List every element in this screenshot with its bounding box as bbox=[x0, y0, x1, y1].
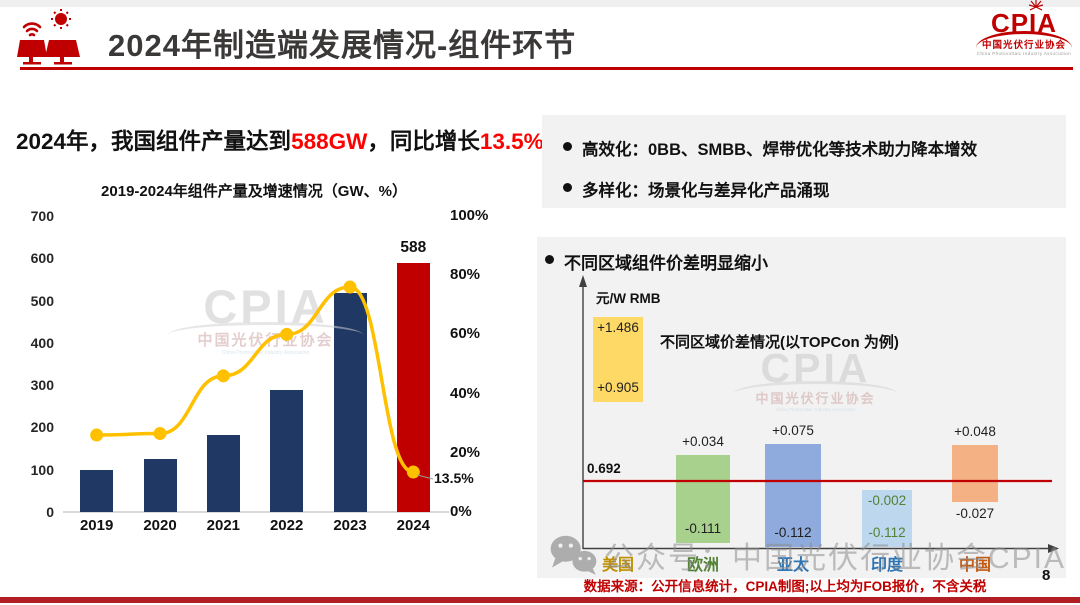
region-label-欧洲: 欧洲 bbox=[686, 557, 719, 574]
bullet-dot bbox=[563, 183, 572, 192]
headline-growth: 13.5% bbox=[479, 129, 544, 154]
title-underline bbox=[20, 67, 1073, 70]
axis-tick-left: 700 bbox=[30, 208, 54, 224]
bullet-item-2: 多样化：场景化与差异化产品涌现 bbox=[563, 177, 830, 201]
price-low-label-印度: -0.112 bbox=[868, 525, 906, 540]
bar-2022 bbox=[270, 389, 304, 512]
axis-tick-left: 0 bbox=[46, 504, 54, 520]
bullet-item-1: 高效化：0BB、SMBB、焊带优化等技术助力降本增效 bbox=[563, 136, 977, 160]
price-section-title: 不同区域组件价差明显缩小 bbox=[564, 254, 768, 273]
growth-marker-2021 bbox=[216, 369, 230, 383]
growth-marker-2020 bbox=[153, 427, 167, 441]
axis-tick-right: 20% bbox=[450, 443, 481, 461]
cpia-logo-cn: 中国光伏行业协会 bbox=[981, 40, 1066, 51]
price-low-label-美国: +0.905 bbox=[597, 380, 639, 395]
cpia-logo-en: China Photovoltaic Industry Association bbox=[976, 51, 1072, 56]
region-label-中国: 中国 bbox=[958, 557, 991, 574]
price-bar-亚太 bbox=[765, 444, 821, 547]
price-low-label-欧洲: -0.111 bbox=[684, 521, 722, 536]
axis-tick-left: 500 bbox=[30, 292, 54, 309]
headline: 2024年，我国组件产量达到588GW，同比增长13.5% bbox=[16, 124, 544, 156]
category-label-2023: 2023 bbox=[333, 517, 367, 534]
price-high-label-亚太: +0.075 bbox=[772, 423, 814, 438]
axis-tick-left: 600 bbox=[30, 250, 54, 267]
bullet-text-2: 多样化：场景化与差异化产品涌现 bbox=[582, 182, 830, 200]
growth-value-label-2024: 13.5% bbox=[434, 470, 474, 486]
x-axis-baseline bbox=[63, 511, 449, 513]
price-high-label-印度: -0.002 bbox=[867, 493, 907, 508]
price-section-header: 不同区域组件价差明显缩小 bbox=[545, 249, 768, 274]
cpia-logo-arc bbox=[976, 31, 1072, 48]
price-bar-印度 bbox=[862, 490, 912, 547]
cpia-logo-acronym: CPIA bbox=[974, 0, 1074, 36]
region-label-美国: 美国 bbox=[601, 557, 634, 574]
price-axis-unit: 元/W RMB bbox=[596, 291, 661, 306]
category-label-2019: 2019 bbox=[79, 517, 114, 534]
bullet-text-1: 高效化：0BB、SMBB、焊带优化等技术助力降本增效 bbox=[582, 141, 978, 159]
page-title: 2024年制造端发展情况-组件环节 bbox=[108, 28, 577, 63]
bar-2020 bbox=[143, 459, 177, 512]
tech-highlights-panel bbox=[542, 115, 1066, 208]
category-label-2021: 2021 bbox=[206, 517, 241, 534]
growth-marker-2019 bbox=[90, 428, 104, 442]
headline-value: 588GW bbox=[291, 129, 368, 154]
price-high-label-欧洲: +0.034 bbox=[682, 434, 724, 449]
bar-2019 bbox=[80, 470, 114, 512]
growth-marker-2023 bbox=[343, 280, 357, 294]
axis-tick-right: 0% bbox=[450, 503, 472, 520]
axis-tick-left: 100 bbox=[30, 461, 54, 478]
category-label-2022: 2022 bbox=[269, 517, 304, 534]
axis-tick-left: 300 bbox=[30, 377, 54, 394]
bullet-dot bbox=[563, 142, 572, 151]
bar-2023 bbox=[333, 292, 367, 512]
price-bar-中国 bbox=[952, 445, 998, 502]
bullet-dot bbox=[545, 255, 554, 264]
reference-value-label: 0.692 bbox=[587, 461, 621, 476]
growth-marker-2022 bbox=[280, 327, 294, 341]
axis-tick-right: 40% bbox=[450, 384, 481, 402]
page-number: 8 bbox=[1042, 567, 1051, 584]
price-high-label-美国: +1.486 bbox=[597, 320, 639, 335]
category-label-2020: 2020 bbox=[143, 517, 177, 534]
bar-value-label-2024: 588 bbox=[400, 239, 427, 257]
price-high-label-中国: +0.048 bbox=[954, 424, 996, 439]
price-bar-美国 bbox=[593, 317, 643, 402]
axis-tick-left: 200 bbox=[30, 419, 54, 436]
production-chart-title: 2019-2024年组件产量及增速情况（GW、%） bbox=[101, 183, 407, 200]
solar-panel-icon bbox=[16, 9, 82, 74]
headline-middle: ，同比增长 bbox=[367, 129, 480, 154]
axis-tick-left: 400 bbox=[30, 334, 54, 351]
bottom-red-bar bbox=[0, 597, 1080, 603]
bar-2021 bbox=[206, 435, 240, 512]
price-low-label-中国: -0.027 bbox=[955, 506, 995, 521]
price-chart-title: 不同区域价差情况(以TOPCon 为例) bbox=[660, 334, 899, 351]
price-bar-欧洲 bbox=[676, 455, 730, 543]
category-label-2024: 2024 bbox=[396, 517, 431, 534]
region-label-印度: 印度 bbox=[870, 557, 903, 574]
axis-tick-right: 100% bbox=[450, 207, 489, 224]
sunburst-icon bbox=[1028, 0, 1044, 11]
region-label-亚太: 亚太 bbox=[776, 557, 809, 574]
data-source-note: 数据来源：公开信息统计，CPIA制图;以上均为FOB报价，不含关税 bbox=[583, 579, 987, 594]
axis-tick-right: 60% bbox=[450, 325, 481, 343]
axis-tick-right: 80% bbox=[450, 266, 481, 284]
price-low-label-亚太: -0.112 bbox=[774, 525, 812, 540]
top-strip bbox=[0, 0, 1080, 7]
bar-2024 bbox=[396, 263, 430, 512]
cpia-logo: CPIA 中国光伏行业协会 China Photovoltaic Industr… bbox=[974, 0, 1074, 56]
headline-prefix: 2024年，我国组件产量达到 bbox=[16, 129, 292, 154]
